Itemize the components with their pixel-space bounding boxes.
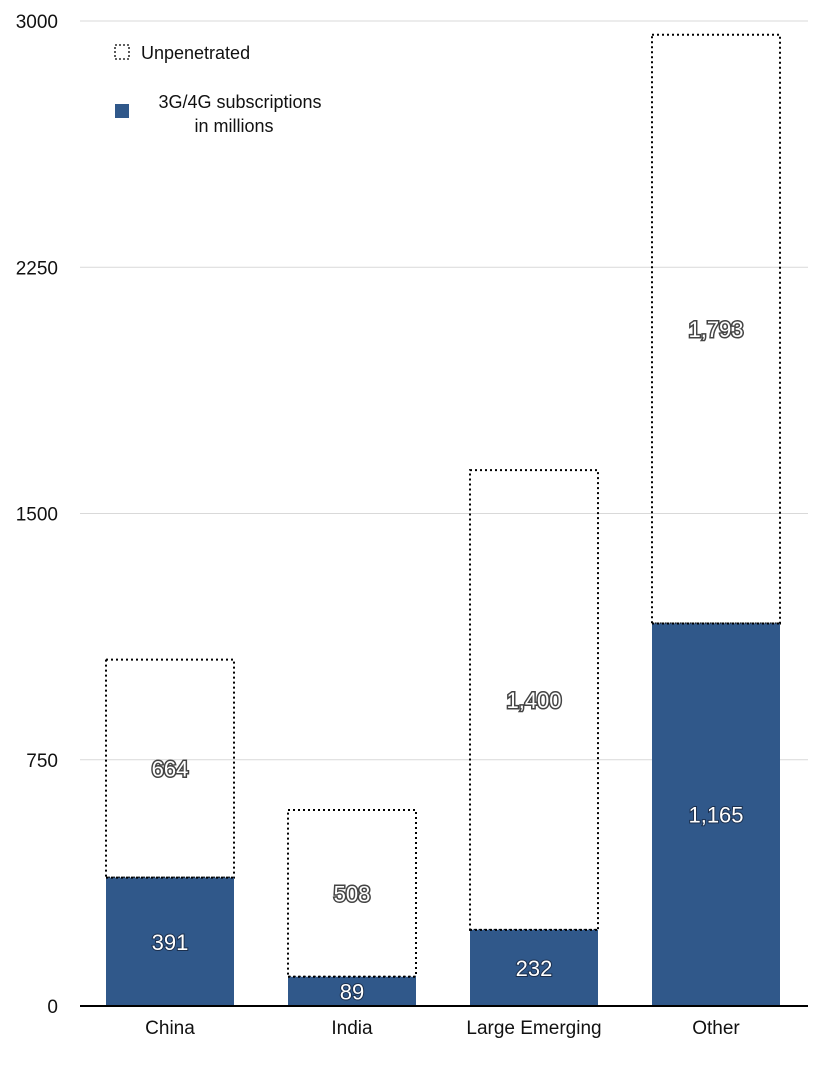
bar-subscriptions: [470, 929, 598, 1006]
legend-label-subscriptions-line1: 3G/4G subscriptions: [158, 92, 321, 112]
data-label-unpenetrated: 1,793: [688, 317, 743, 342]
y-tick-label: 1500: [16, 505, 58, 526]
x-category-label: India: [331, 1018, 373, 1039]
legend-label-subscriptions-line2: in millions: [194, 116, 273, 136]
data-label-subscriptions: 232: [516, 956, 553, 981]
legend-label-unpenetrated: Unpenetrated: [141, 43, 250, 63]
bar-subscriptions: [288, 976, 416, 1006]
y-tick-label: 750: [26, 751, 58, 772]
legend-swatch-subscriptions: [115, 104, 129, 118]
data-label-subscriptions: 89: [340, 979, 364, 1004]
legend-swatch-unpenetrated: [114, 44, 130, 60]
y-tick-label: 3000: [16, 12, 58, 33]
data-label-unpenetrated: 1,400: [506, 688, 561, 713]
x-category-label: Large Emerging: [466, 1018, 601, 1039]
x-category-label: China: [145, 1018, 195, 1039]
x-category-label: Other: [692, 1018, 740, 1039]
bar-unpenetrated: [287, 808, 417, 978]
bar-subscriptions: [652, 623, 780, 1006]
bar-subscriptions: [106, 877, 234, 1006]
data-label-unpenetrated: 664: [152, 757, 189, 782]
bars: 391 664 89 508 232 1,400 1,165 1,793: [105, 33, 781, 1006]
axis: 0 750 1500 2250 3000 China India Large Emerging…: [16, 12, 808, 1039]
legend: Unpenetrated 3G/4G subscriptions in mill…: [114, 43, 322, 136]
y-tick-label: 2250: [16, 258, 58, 279]
y-tick-label: 0: [47, 997, 58, 1018]
data-label-subscriptions: 1,165: [688, 803, 743, 828]
data-label-unpenetrated: 508: [334, 881, 371, 906]
data-label-subscriptions: 391: [152, 930, 189, 955]
